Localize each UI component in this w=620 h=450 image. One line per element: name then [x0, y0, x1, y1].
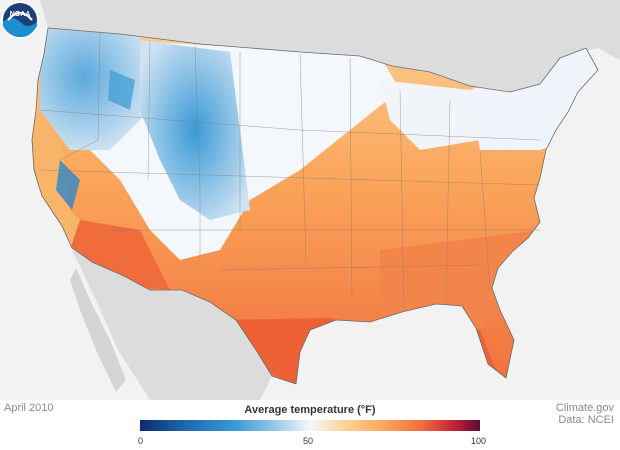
- noaa-logo-text: NOAA: [10, 11, 31, 18]
- temperature-map: NOAA: [1, 0, 620, 400]
- credit-source: Climate.gov: [555, 402, 614, 414]
- credit-block: Climate.gov Data: NCEI: [556, 402, 614, 426]
- mexico-land: [72, 250, 272, 400]
- map-footer: April 2010 Average temperature (°F) 0 50…: [0, 400, 620, 450]
- canada-land: [40, 0, 620, 92]
- baja-peninsula: [70, 268, 126, 392]
- legend-tick-100: 100: [471, 436, 487, 446]
- credit-data: Data: NCEI: [558, 414, 614, 426]
- map-canvas: [31, 0, 620, 400]
- period-label: April 2010: [4, 402, 54, 414]
- legend-tick-50: 50: [303, 436, 314, 446]
- legend-title: Average temperature (°F): [244, 404, 376, 416]
- legend-color-bar: [140, 420, 480, 431]
- legend-tick-0: 0: [138, 436, 144, 446]
- noaa-logo: NOAA: [1, 1, 39, 39]
- state-boundaries: [39, 33, 541, 313]
